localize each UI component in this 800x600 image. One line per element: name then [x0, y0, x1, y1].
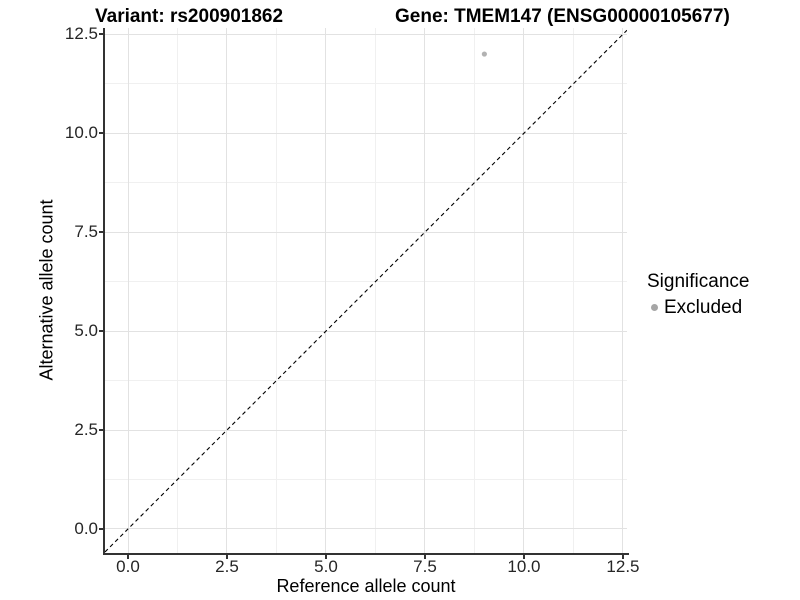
x-tick-label: 2.5: [215, 557, 239, 576]
x-axis-title: Reference allele count: [276, 576, 456, 596]
y-tick-label: 12.5: [64, 24, 98, 44]
y-tick-label: 0.0: [74, 518, 98, 538]
gridline-y-major: [105, 429, 627, 431]
gridline-y-minor: [105, 182, 627, 184]
y-tick: [99, 429, 103, 431]
gridline-y-minor: [105, 380, 627, 382]
y-tick-labels: 0.0 2.5 5.0 7.5 10.0 12.5: [55, 24, 98, 553]
gridline-y-major: [105, 231, 627, 233]
x-tick-label: 10.0: [507, 557, 541, 576]
plot-layer: [105, 29, 627, 553]
plot-panel: [105, 28, 627, 553]
identity-line: [105, 29, 627, 553]
x-tick-label: 12.5: [606, 557, 640, 576]
y-axis-title: Alternative allele count: [36, 199, 57, 381]
y-tick: [99, 33, 103, 36]
excluded-dot-icon: [650, 304, 658, 311]
y-tick: [99, 132, 103, 135]
gridline-x-minor: [177, 28, 178, 553]
x-tick-label: 7.5: [413, 557, 437, 576]
gridline-x-major: [622, 28, 624, 553]
data-point: [481, 51, 487, 57]
gridline-y-major: [105, 330, 627, 332]
x-tick: [621, 555, 624, 559]
x-tick: [423, 555, 426, 559]
gridline-x-major: [127, 28, 129, 553]
x-axis-line: [103, 553, 629, 555]
gridline-x-minor: [374, 28, 376, 553]
gridline-y-minor: [105, 478, 627, 480]
legend-item-label: Excluded: [664, 296, 743, 318]
gridline-x-major: [325, 28, 327, 553]
y-axis-ticks: [99, 28, 103, 553]
y-axis-line: [103, 28, 105, 555]
x-tick: [225, 555, 228, 559]
x-tick-label: 5.0: [314, 557, 338, 576]
y-tick: [99, 330, 103, 333]
legend-item-excluded: Excluded: [645, 297, 749, 318]
legend-title: Significance: [647, 271, 750, 292]
gridline-y-major: [105, 528, 627, 530]
x-tick: [324, 555, 327, 559]
legend-key: [645, 299, 663, 317]
gridline-x-minor: [275, 28, 277, 553]
plot-title-gene: Gene: TMEM147 (ENSG00000105677): [395, 6, 730, 27]
gridline-y-major: [105, 132, 627, 134]
y-tick-label: 10.0: [64, 123, 98, 143]
gridline-x-minor: [473, 28, 475, 553]
plot-title-variant: Variant: rs200901862: [95, 6, 284, 27]
y-tick-label: 5.0: [74, 321, 98, 341]
x-tick-label: 0.0: [116, 557, 140, 576]
legend: Significance Excluded: [645, 271, 749, 318]
x-axis-ticks: [105, 555, 627, 559]
gridline-y-major: [105, 33, 627, 35]
gridline-y-minor: [105, 281, 627, 283]
x-tick: [127, 555, 129, 559]
y-tick: [99, 527, 103, 530]
gridline-x-major: [523, 28, 525, 553]
y-tick-label: 7.5: [74, 222, 98, 242]
gridline-y-minor: [105, 83, 627, 85]
x-tick: [522, 555, 525, 559]
y-tick: [99, 231, 103, 234]
gridline-x-minor: [572, 28, 574, 553]
gridline-x-major: [226, 28, 228, 553]
y-tick-label: 2.5: [74, 420, 98, 439]
gridline-x-major: [424, 28, 426, 553]
x-tick-labels: 0.0 2.5 5.0 7.5 10.0 12.5: [105, 557, 639, 576]
